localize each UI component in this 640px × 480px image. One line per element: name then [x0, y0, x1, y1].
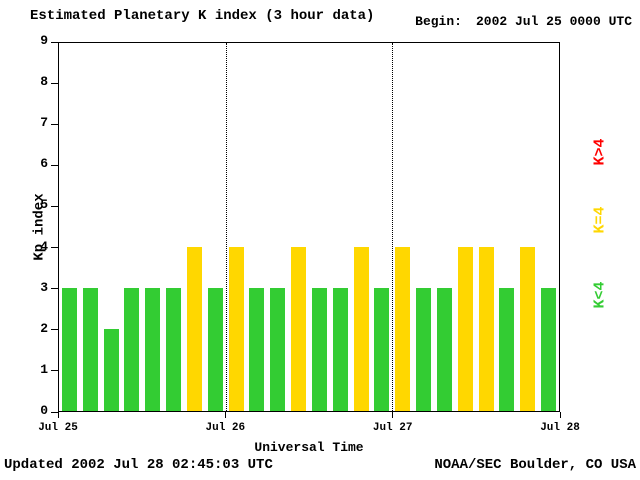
x-axis-title: Universal Time [254, 440, 364, 455]
y-tick-mark [51, 411, 58, 413]
begin-label: Begin: [415, 14, 462, 29]
kp-bar [311, 288, 327, 411]
credit-text: NOAA/SEC Boulder, CO USA [434, 457, 636, 473]
x-tick-mark [392, 412, 394, 418]
begin-time: Begin: 2002 Jul 25 0000 UTC [415, 14, 632, 29]
kp-bar [395, 247, 411, 411]
y-tick-mark [51, 247, 58, 249]
begin-value: 2002 Jul 25 0000 UTC [475, 14, 632, 29]
legend-label: K=4 [591, 206, 609, 234]
kp-bar [186, 247, 202, 411]
kp-bar [103, 329, 119, 411]
day-boundary-line [225, 43, 227, 411]
plot-area [58, 42, 560, 412]
kp-bar [124, 288, 140, 411]
kp-bar [499, 288, 515, 411]
kp-bar [374, 288, 390, 411]
y-tick-label: 1 [40, 361, 48, 377]
kp-bar [541, 288, 557, 411]
y-tick-label: 3 [40, 279, 48, 295]
kp-bar [249, 288, 265, 411]
x-day-label: Jul 28 [540, 422, 580, 434]
x-tick-mark [224, 412, 226, 418]
kp-bar [228, 247, 244, 411]
y-tick-mark [51, 205, 58, 207]
kp-bar [207, 288, 223, 411]
kp-bar [291, 247, 307, 411]
y-tick-label: 6 [40, 156, 48, 172]
y-tick-mark [51, 370, 58, 372]
y-tick-mark [51, 41, 58, 43]
legend-label: K<4 [591, 281, 609, 309]
kp-bar [436, 288, 452, 411]
kp-bar [416, 288, 432, 411]
kp-bar [166, 288, 182, 411]
kp-bar [520, 247, 536, 411]
y-tick-mark [51, 329, 58, 331]
y-tick-label: 8 [40, 74, 48, 90]
y-tick-mark [51, 82, 58, 84]
updated-timestamp: Updated 2002 Jul 28 02:45:03 UTC [4, 457, 273, 473]
y-tick-mark [51, 123, 58, 125]
y-tick-mark [51, 288, 58, 290]
chart-title: Estimated Planetary K index (3 hour data… [30, 8, 375, 24]
kp-bar [145, 288, 161, 411]
kp-bar [478, 247, 494, 411]
day-boundary-line [392, 43, 394, 411]
kp-bar [457, 247, 473, 411]
y-axis-title: Kp index [31, 193, 48, 261]
kp-bar [61, 288, 77, 411]
y-tick-label: 0 [40, 403, 48, 418]
kp-bar [270, 288, 286, 411]
y-tick-label: 9 [40, 33, 48, 48]
kp-bar [332, 288, 348, 411]
legend-label: K>4 [591, 138, 609, 166]
x-tick-mark [559, 412, 561, 418]
kp-bar [82, 288, 98, 411]
y-tick-label: 7 [40, 115, 48, 131]
x-day-label: Jul 27 [372, 422, 413, 434]
x-day-label: Jul 25 [38, 422, 78, 434]
x-day-label: Jul 26 [205, 422, 246, 434]
y-tick-label: 2 [40, 320, 48, 336]
y-tick-mark [51, 164, 58, 166]
kp-bar [353, 247, 369, 411]
x-tick-mark [57, 412, 59, 418]
